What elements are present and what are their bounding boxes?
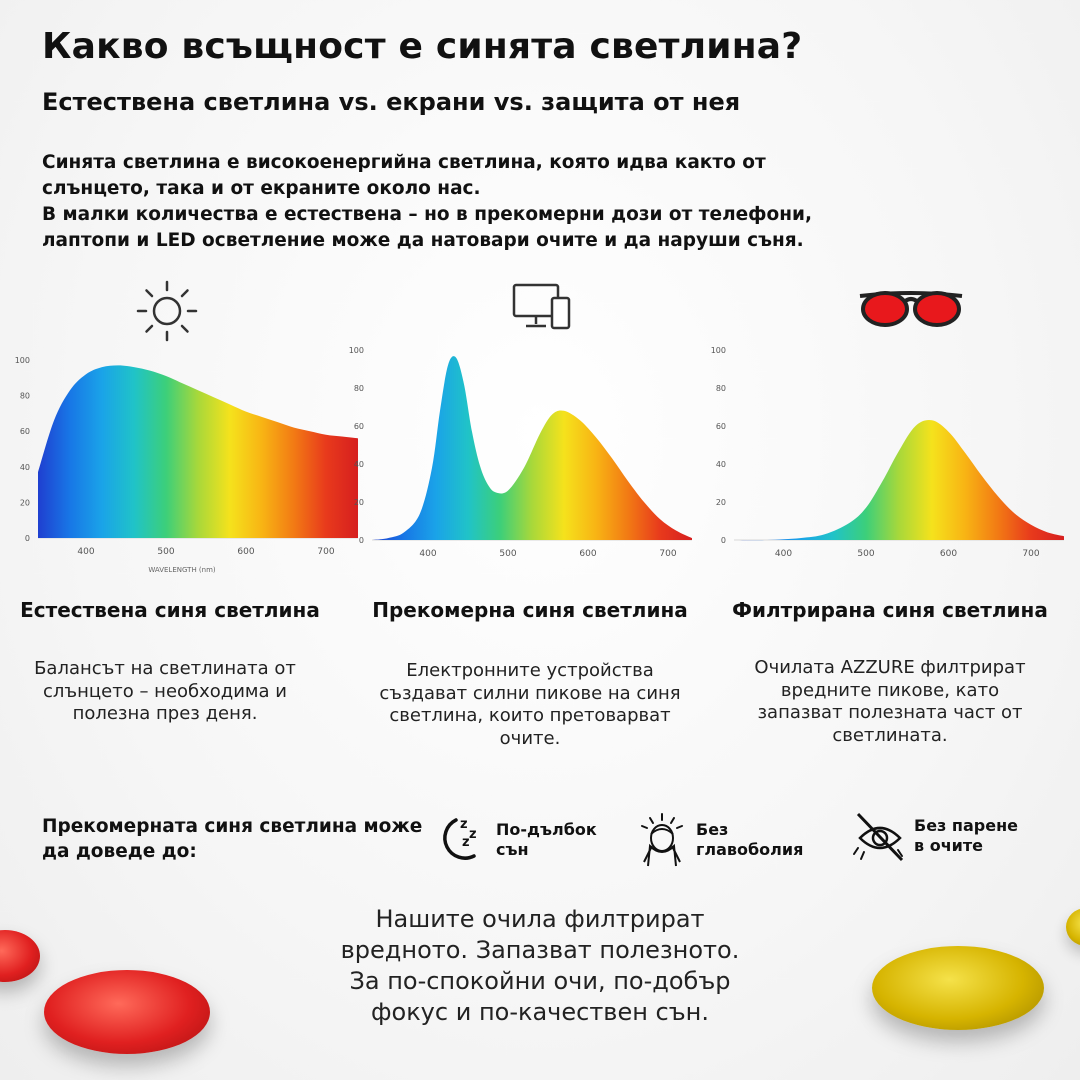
- effects-label: Прекомерната синя светлина може да довед…: [42, 816, 423, 862]
- y-tick-label: 40: [20, 463, 30, 472]
- y-tick-label: 100: [711, 346, 726, 355]
- svg-text:z: z: [462, 835, 470, 850]
- intro-line: слънцето, така и от екраните около нас.: [42, 178, 481, 199]
- y-tick-label: 20: [716, 498, 726, 507]
- y-tick-label: 40: [354, 460, 364, 469]
- spectrum-area: [734, 420, 1064, 541]
- y-tick-label: 20: [20, 498, 30, 507]
- spectrum-area: [372, 356, 692, 540]
- column-title-excessive: Прекомерна синя светлина: [372, 598, 688, 622]
- y-tick-label: 60: [354, 422, 364, 431]
- y-tick-label: 60: [20, 427, 30, 436]
- eye-strain-icon: [853, 812, 904, 862]
- y-tick-label: 40: [716, 460, 726, 469]
- y-tick-label: 80: [716, 384, 726, 393]
- x-tick-label: 600: [579, 549, 596, 559]
- x-tick-label: 600: [237, 547, 254, 557]
- yellow-lens-image: [1066, 908, 1080, 946]
- y-tick-label: 80: [20, 392, 30, 401]
- sun-icon: [136, 280, 198, 342]
- page-title: Какво всъщност е синята светлина?: [42, 26, 803, 67]
- x-tick-label: 400: [775, 549, 792, 559]
- closing-statement: Нашите очила филтрират вредното. Запазва…: [240, 904, 840, 1028]
- intro-line: лаптопи и LED осветление може да натовар…: [42, 230, 804, 251]
- column-title-filtered: Филтрирана синя светлина: [732, 598, 1048, 622]
- x-tick-label: 700: [1022, 549, 1039, 559]
- yellow-lens-image: [872, 946, 1044, 1030]
- y-tick-label: 0: [25, 534, 30, 543]
- effect-label: Без парене в очите: [914, 816, 1018, 855]
- column-title-natural: Естествена синя светлина: [20, 598, 320, 622]
- y-tick-label: 80: [354, 384, 364, 393]
- x-tick-label: 600: [940, 549, 957, 559]
- red-glasses-icon: [859, 291, 963, 327]
- closing-line: фокус и по-качествен сън.: [370, 998, 709, 1026]
- sleep-zzz-icon: z z z: [443, 817, 477, 860]
- closing-line: вредното. Запазват полезното.: [340, 936, 740, 964]
- spectrum-area: [38, 365, 358, 538]
- spectrum-chart-excessive: 0 20 40 60 80 100 400 500 600 700: [342, 340, 702, 565]
- x-axis-label: WAVELENGTH (nm): [148, 566, 216, 574]
- devices-icon: [512, 283, 571, 330]
- x-tick-label: 700: [317, 547, 334, 557]
- x-tick-label: 400: [419, 549, 436, 559]
- intro-line: Синята светлина е високоенергийна светли…: [42, 152, 766, 173]
- intro-line: В малки количества е естествена – но в п…: [42, 204, 813, 225]
- y-tick-label: 100: [15, 356, 30, 365]
- y-tick-label: 20: [354, 498, 364, 507]
- red-lens-image: [0, 930, 40, 982]
- y-tick-label: 60: [716, 422, 726, 431]
- effect-label: Без главоболия: [696, 820, 804, 859]
- x-tick-label: 700: [659, 549, 676, 559]
- closing-line: Нашите очила филтрират: [375, 905, 705, 933]
- x-tick-label: 500: [157, 547, 174, 557]
- spectrum-chart-natural: 0 20 40 60 80 100 400 500 600 700 WAVELENGTH (nm): [10, 348, 358, 580]
- y-tick-label: 100: [349, 346, 364, 355]
- x-tick-label: 500: [499, 549, 516, 559]
- effect-sleep: z z z По-дълбок сън: [434, 812, 597, 868]
- svg-text:z: z: [469, 827, 477, 842]
- x-tick-label: 500: [857, 549, 874, 559]
- column-description-excessive: Електронните устройства създават силни п…: [379, 660, 681, 749]
- y-tick-label: 0: [359, 536, 364, 545]
- column-description-filtered: Очилата AZZURE филтрират вредните пикове…: [754, 657, 1026, 746]
- effect-label: По-дълбок сън: [496, 820, 597, 859]
- column-description-natural: Балансът на светлината от слънцето – нео…: [34, 658, 296, 724]
- effect-headache: Без главоболия: [634, 812, 803, 868]
- y-tick-label: 0: [721, 536, 726, 545]
- page-subtitle: Естествена светлина vs. екрани vs. защит…: [42, 88, 741, 116]
- intro-text: Синята светлина е високоенергийна светли…: [42, 150, 1042, 254]
- closing-line: За по-спокойни очи, по-добър: [349, 967, 731, 995]
- red-lens-image: [44, 970, 210, 1054]
- effect-eye-strain: Без парене в очите: [852, 808, 1018, 864]
- headache-icon: [641, 813, 683, 867]
- svg-text:z: z: [460, 817, 468, 832]
- spectrum-chart-filtered: 0 20 40 60 80 100 400 500 600 700: [704, 340, 1074, 565]
- x-tick-label: 400: [77, 547, 94, 557]
